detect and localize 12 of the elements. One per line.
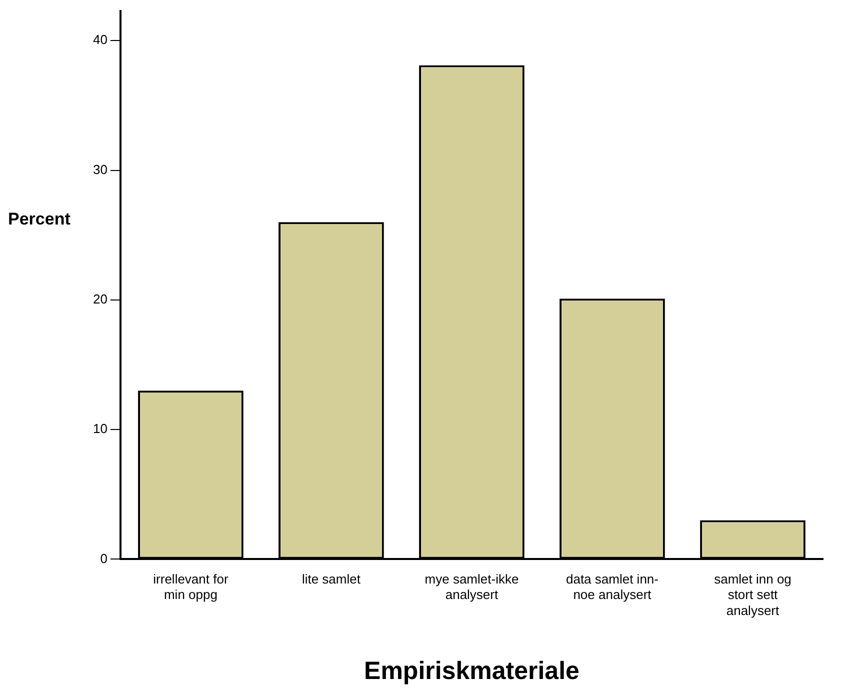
y-tick-label: 20 xyxy=(92,291,108,306)
x-tick-label: irrellevant for min oppg xyxy=(153,572,229,602)
y-tick-label: 10 xyxy=(92,421,108,436)
y-tick-label: 30 xyxy=(92,162,108,177)
x-axis-title: Empiriskmateriale xyxy=(364,656,580,685)
y-axis-title: Percent xyxy=(8,210,71,229)
x-tick-label: mye samlet-ikke analysert xyxy=(424,572,519,602)
x-tick-label: lite samlet xyxy=(302,572,361,587)
y-tick-label: 0 xyxy=(100,550,108,566)
y-tick-label: 40 xyxy=(92,32,108,48)
x-tick-label: samlet inn og stort sett analysert xyxy=(714,572,792,618)
x-tick-label: data samlet inn- noe analysert xyxy=(566,572,658,602)
